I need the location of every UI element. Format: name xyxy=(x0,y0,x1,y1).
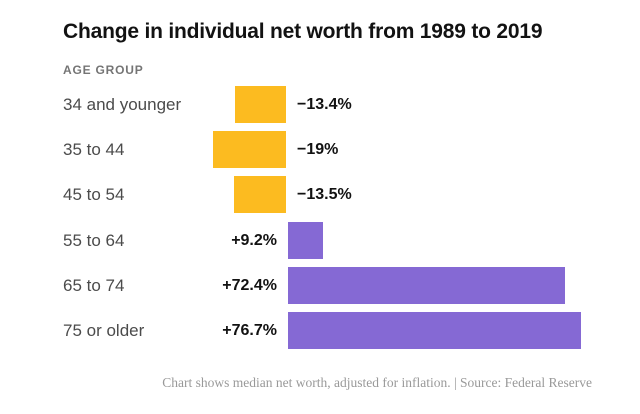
value-label-45-to-54: −13.5% xyxy=(297,186,352,204)
bar-45-to-54 xyxy=(234,176,286,214)
diverging-bar-chart: 34 and younger −13.4% 35 to 44 −19% 45 to 54… xyxy=(0,86,640,350)
value-label-75-or-older: +76.7% xyxy=(222,322,277,339)
value-label-55-to-64: +9.2% xyxy=(231,231,277,249)
category-label-35-to-44: 35 to 44 xyxy=(63,140,125,160)
category-label-75-or-older: 75 or older xyxy=(63,321,145,340)
category-label-34-and-younger: 34 and younger xyxy=(63,95,182,114)
chart-row-65-to-74: 65 to 74 +72.4% xyxy=(0,266,640,304)
age-group-axis-label: AGE GROUP xyxy=(63,63,144,77)
bar-35-to-44 xyxy=(213,131,286,169)
chart-row-55-to-64: 55 to 64 +9.2% xyxy=(0,221,640,259)
chart-row-75-or-older: 75 or older +76.7% xyxy=(0,312,640,349)
bar-34-and-younger xyxy=(234,86,286,123)
value-label-65-to-74: +72.4% xyxy=(222,276,277,294)
category-label-65-to-74: 65 to 74 xyxy=(63,275,125,295)
value-label-35-to-44: −19% xyxy=(297,141,339,159)
value-label-34-and-younger: −13.4% xyxy=(297,96,352,113)
chart-row-45-to-54: 45 to 54 −13.5% xyxy=(0,176,640,214)
chart-footnote: Chart shows median net worth, adjusted f… xyxy=(162,375,592,390)
bar-55-to-64 xyxy=(288,221,324,259)
bar-65-to-74 xyxy=(288,266,565,304)
chart-title: Change in individual net worth from 1989… xyxy=(63,20,543,43)
category-label-55-to-64: 55 to 64 xyxy=(63,230,125,250)
bar-75-or-older xyxy=(288,312,582,349)
category-label-45-to-54: 45 to 54 xyxy=(63,185,125,205)
chart-row-34-and-younger: 34 and younger −13.4% xyxy=(0,86,640,123)
chart-row-35-to-44: 35 to 44 −19% xyxy=(0,131,640,169)
